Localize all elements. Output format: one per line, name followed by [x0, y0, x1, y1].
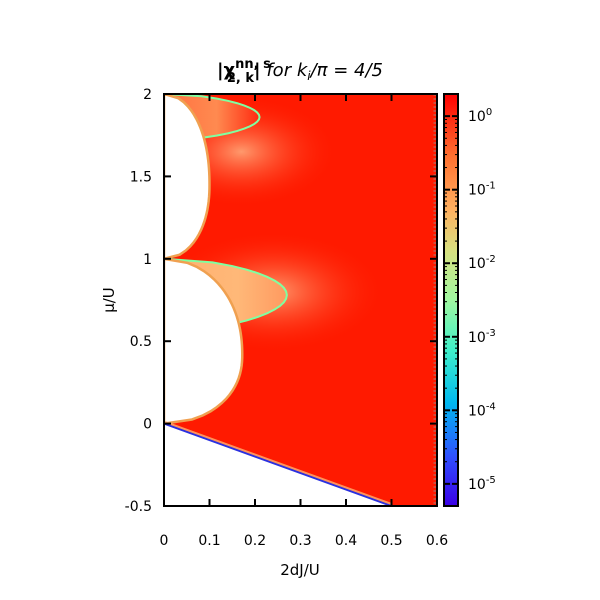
y-axis: -0.5 0 0.5 1 1.5 2 [125, 87, 437, 515]
x-tick-label: 0.6 [426, 533, 448, 549]
x-tick-label: 0.1 [198, 533, 220, 549]
y-axis-label: μ/U [100, 287, 118, 313]
y-tick-label: 1 [143, 252, 152, 268]
colorbar-tick-label: 10-3 [468, 328, 496, 346]
colorbar-tick-label: 10-1 [468, 181, 496, 199]
colorbar-tick-label: 10-5 [468, 475, 496, 493]
x-axis-label: 2dJ/U [280, 561, 320, 579]
x-tick-label: 0.4 [335, 533, 357, 549]
mott-lobe-1 [164, 257, 244, 425]
x-tick-label: 0 [160, 533, 169, 549]
chart-title: |χnn, s 2, k| for ki/π = 4/5 [217, 57, 383, 86]
x-tick-label: 0.3 [289, 533, 311, 549]
y-tick-label: 0 [143, 417, 152, 433]
colorbar-gradient [444, 94, 458, 506]
colorbar-tick-label: 10-4 [468, 401, 496, 419]
mott-lobe-2 [164, 94, 211, 261]
x-tick-label: 0.2 [244, 533, 266, 549]
colorbar-tick-label: 10-2 [468, 254, 496, 272]
x-tick-label: 0.5 [380, 533, 402, 549]
y-tick-label: 2 [143, 87, 152, 103]
heatmap-area [164, 94, 437, 506]
vacuum-boundary-line [164, 422, 392, 506]
colorbar-frame [443, 93, 459, 507]
x-axis: 0 0.1 0.2 0.3 0.4 0.5 0.6 [160, 94, 448, 549]
y-tick-label: 0.5 [130, 334, 152, 350]
y-tick-label: 1.5 [130, 169, 152, 185]
colorbar-tick-label: 100 [468, 107, 492, 125]
colorbar: 100 10-1 10-2 10-3 10-4 10-5 [443, 93, 496, 507]
y-tick-label: -0.5 [125, 499, 152, 515]
vacuum-boundary-glow [164, 420, 392, 505]
